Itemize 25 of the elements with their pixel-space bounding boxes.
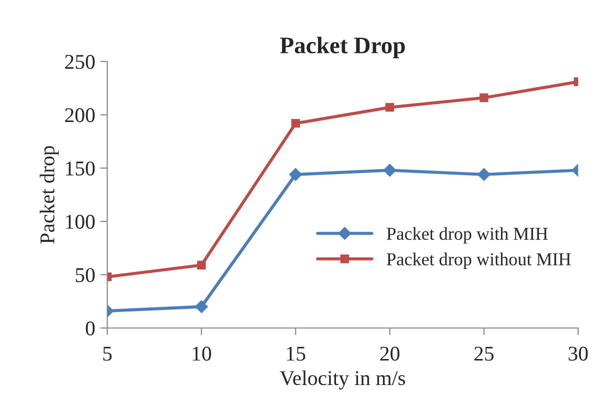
x-tick-label: 15 (287, 346, 306, 361)
point (289, 168, 302, 181)
point (480, 93, 488, 102)
y-tick-label: 50 (76, 268, 95, 282)
x-tick-label: 20 (380, 346, 400, 361)
point (195, 300, 208, 314)
x-tick-label: 5 (103, 346, 112, 361)
y-tick-label: 150 (66, 161, 95, 176)
legend-label: Packet drop without MIH (386, 252, 571, 270)
y-tick-label: 100 (66, 214, 95, 229)
y-tick-label: 250 (65, 54, 95, 69)
point (291, 118, 300, 128)
chart-title: Packet Drop (280, 36, 405, 58)
x-tick-label: 10 (192, 346, 212, 361)
y-tick-label: 200 (65, 108, 95, 122)
point (383, 164, 396, 177)
x-tick-label: 30 (568, 346, 588, 361)
point (478, 168, 490, 181)
y-tick-label: 0 (86, 321, 95, 336)
point (197, 260, 206, 270)
x-tick-label: 25 (474, 346, 494, 361)
point (385, 103, 394, 112)
legend-label: Packet drop with MIH (386, 227, 548, 244)
x-axis-title: Velocity in m/s (280, 370, 406, 390)
y-axis-title: Packet drop (40, 146, 59, 244)
